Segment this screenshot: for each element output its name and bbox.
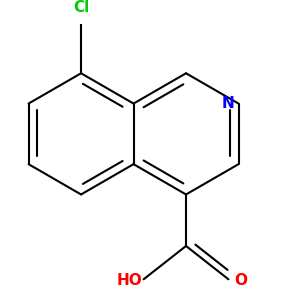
Text: Cl: Cl — [73, 0, 89, 15]
Text: O: O — [234, 273, 247, 288]
Text: HO: HO — [117, 273, 143, 288]
Text: N: N — [222, 96, 235, 111]
